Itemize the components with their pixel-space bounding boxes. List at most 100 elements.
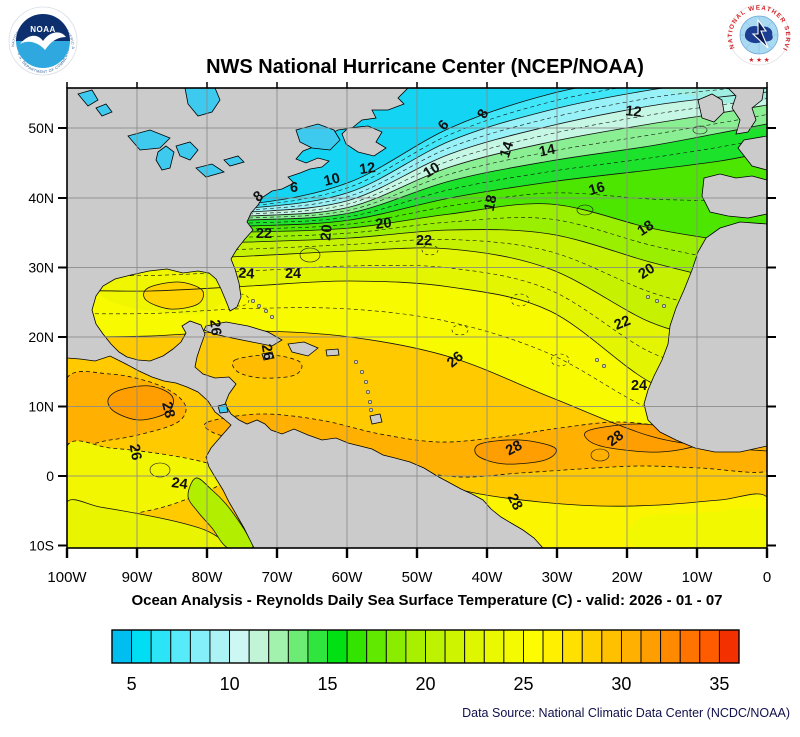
colorbar-cell <box>248 629 270 664</box>
noaa-seagull-icon <box>20 32 66 50</box>
lake <box>217 403 229 414</box>
cuba <box>203 321 283 347</box>
colorbar-cell <box>287 629 309 664</box>
colorbar-cell <box>483 629 505 664</box>
y-axis-label: 20N <box>28 329 54 345</box>
x-axis-label: 100W <box>47 569 87 586</box>
small-island <box>363 379 369 385</box>
colorbar-tick-label: 15 <box>317 674 337 694</box>
ocean-patch-28C-pac <box>107 385 174 421</box>
x-axis-label: 40W <box>472 569 504 586</box>
colorbar-tick-label: 30 <box>611 674 631 694</box>
closed-contour <box>421 244 439 256</box>
small-island <box>263 308 269 314</box>
contour-label-12: 12 <box>625 103 643 121</box>
colorbar-cell <box>523 629 544 664</box>
contour-label-20: 20 <box>636 261 658 283</box>
small-island <box>367 399 373 405</box>
colorbar-cell <box>542 629 564 664</box>
jamaica <box>261 351 275 361</box>
contour-label-28: 28 <box>158 400 177 420</box>
newfoundland <box>341 125 387 157</box>
y-axis-label: 50N <box>28 120 54 136</box>
contour-label-10: 10 <box>421 160 443 182</box>
colorbar-cell <box>405 629 426 664</box>
colorbar-cell <box>718 629 740 664</box>
x-axis-label: 60W <box>332 569 364 586</box>
colorbar-cell <box>660 629 681 664</box>
contour-label-14: 14 <box>538 142 557 161</box>
contour-label-28: 28 <box>503 438 525 460</box>
closed-contour <box>510 293 530 307</box>
colorbar-cell <box>229 629 250 664</box>
small-island <box>365 389 371 395</box>
small-island <box>353 359 359 365</box>
colorbar-tick-label: 35 <box>709 674 729 694</box>
colorbar-tick-label: 25 <box>513 674 533 694</box>
trinidad <box>369 413 383 425</box>
small-island <box>269 314 275 320</box>
contour-label-18: 18 <box>635 218 657 240</box>
lat-lon-grid <box>67 88 767 548</box>
colorbar-cell <box>209 629 231 664</box>
contour-label-24: 24 <box>285 266 301 282</box>
isotherm-dashed-25C <box>67 307 767 431</box>
noaa-emblem-sea <box>16 41 70 68</box>
closed-contour <box>550 353 570 367</box>
small-island <box>645 294 651 300</box>
contour-label-28: 28 <box>504 491 526 513</box>
iberia <box>701 173 767 219</box>
lake <box>295 123 341 151</box>
contour-label-26: 26 <box>126 443 145 462</box>
contour-label-20: 20 <box>318 224 336 242</box>
nws-lightning-icon <box>751 18 769 49</box>
colorbar-cell <box>679 629 701 664</box>
colorbar-cell <box>464 629 485 664</box>
contour-label-14: 14 <box>497 140 517 160</box>
colorbar-cell <box>111 629 133 664</box>
ocean-patch-28C-a <box>474 439 557 465</box>
lake <box>127 129 171 151</box>
small-island <box>654 298 660 304</box>
colorbar-cell <box>640 629 662 664</box>
y-axis-label: 30N <box>28 260 54 276</box>
ocean-patch-peru-cool <box>187 477 254 548</box>
small-island <box>601 363 607 369</box>
lake <box>155 145 175 171</box>
colorbar-cell <box>699 629 720 664</box>
colorbar-cell <box>189 629 211 664</box>
contour-label-22: 22 <box>256 226 272 242</box>
y-axis-label: 0 <box>46 468 54 484</box>
contour-label-24: 24 <box>631 378 647 394</box>
contour-label-22: 22 <box>416 233 432 249</box>
ocean-patch-loop-current <box>143 281 204 310</box>
temperature-colorbar: 5 10 15 20 25 30 35 <box>111 629 740 694</box>
colorbar-cell <box>620 629 642 664</box>
contour-label-6: 6 <box>290 180 298 196</box>
contour-label-12: 12 <box>358 160 376 178</box>
x-axis-label: 0 <box>763 569 771 586</box>
colorbar-tick-label: 20 <box>415 674 435 694</box>
colorbar-cell <box>170 629 191 664</box>
colorbar-cell <box>131 629 152 664</box>
colorbar-cell <box>581 629 603 664</box>
x-axis-label: 70W <box>262 569 294 586</box>
axis-labels: 100W 90W 80W 70W 60W 50W 40W 30W 20W 10W 0 50N 40N 30… <box>28 120 771 586</box>
colorbar-cell <box>425 629 446 664</box>
ireland <box>697 93 725 123</box>
contour-label-26: 26 <box>258 343 277 362</box>
closed-contour <box>590 448 610 462</box>
contour-label-20: 20 <box>375 215 393 233</box>
data-source-note: Data Source: National Climatic Data Cent… <box>462 706 790 720</box>
small-island <box>256 303 262 309</box>
x-axis-label: 30W <box>542 569 574 586</box>
colorbar-cell <box>385 629 407 664</box>
nws-ring-stars: ★ ★ ★ <box>748 57 769 64</box>
lake <box>95 103 113 117</box>
small-island <box>661 303 667 309</box>
noaa-emblem-label: NOAA <box>30 25 56 34</box>
ocean-patch-sepac-24 <box>67 499 239 548</box>
lake <box>184 88 221 117</box>
